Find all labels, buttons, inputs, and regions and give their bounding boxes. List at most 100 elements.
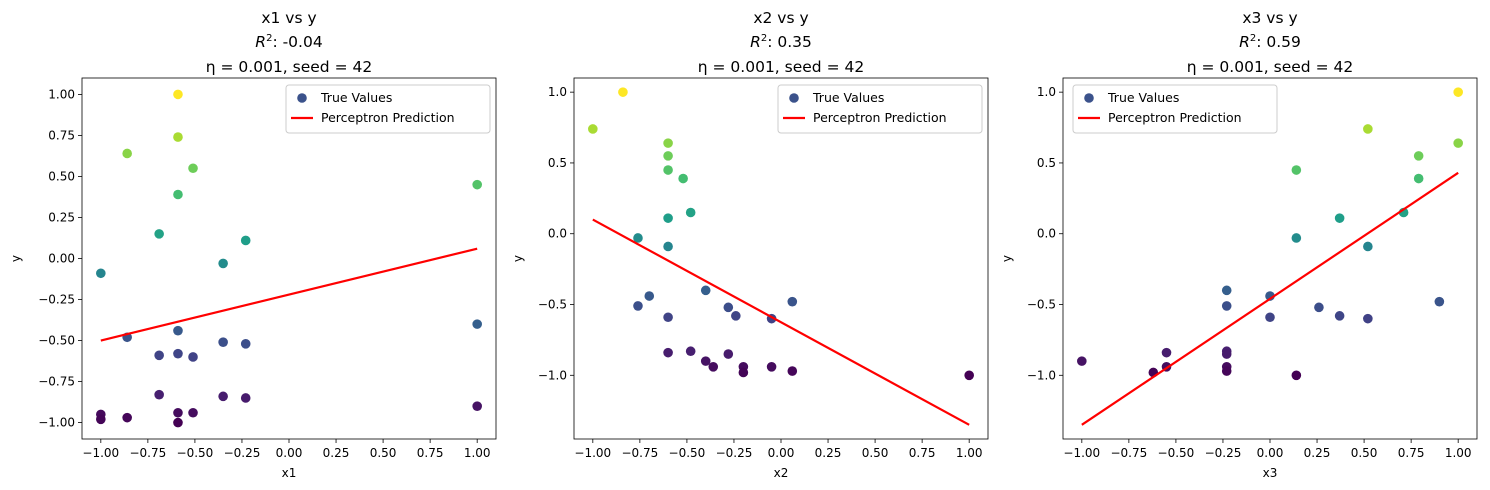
y-tick-label: 0.00 [48, 252, 75, 266]
y-tick-label: −1.0 [1027, 368, 1056, 382]
x-axis-label: x3 [1263, 466, 1278, 480]
legend-marker-true-values [1084, 93, 1094, 103]
legend-label-true-values: True Values [1107, 90, 1179, 105]
y-tick-label: 0.5 [548, 156, 567, 170]
data-point [218, 391, 228, 402]
data-point [218, 337, 228, 347]
data-point [173, 348, 183, 359]
legend-label-true-values: True Values [812, 90, 884, 105]
data-point [173, 189, 183, 200]
y-tick-label: 1.0 [1037, 85, 1056, 99]
legend-label-prediction: Perceptron Prediction [321, 110, 455, 125]
chart-title: x1 vs y [261, 9, 316, 27]
data-point [1363, 124, 1373, 134]
x-tick-label: 0.25 [1304, 446, 1331, 460]
data-point [173, 417, 183, 428]
data-point [1291, 233, 1302, 243]
x-tick-label: −1.00 [82, 446, 119, 460]
data-point [644, 291, 655, 301]
y-tick-label: −0.50 [38, 334, 75, 348]
data-point [663, 347, 673, 358]
data-point [588, 124, 598, 134]
data-point [708, 362, 719, 372]
data-point [154, 350, 164, 361]
r-squared-symbol: R [1239, 33, 1250, 51]
x-tick-label: 1.00 [1445, 446, 1472, 460]
plot-frame [81, 77, 497, 440]
data-point [1363, 313, 1373, 324]
data-point [1221, 301, 1232, 311]
x-tick-label: 0.75 [417, 446, 444, 460]
prediction-line [592, 218, 970, 426]
chart-panel-2: x2 vs y R2: 0.35 η = 0.001, seed = 42 −1.00… [511, 9, 989, 480]
data-point [787, 366, 798, 376]
legend-label-prediction: Perceptron Prediction [1108, 110, 1242, 125]
data-point [685, 207, 696, 218]
data-point [240, 235, 251, 246]
r-squared-exponent: 2 [761, 33, 767, 44]
chart-subtitle: η = 0.001, seed = 42 [698, 58, 864, 76]
y-tick-label: 1.00 [48, 87, 75, 101]
data-point [173, 89, 183, 100]
data-point [1161, 347, 1172, 358]
legend-marker-true-values [297, 93, 307, 103]
r-squared-value: : 0.35 [767, 33, 812, 51]
data-point [240, 339, 251, 349]
x-tick-label: 0.25 [815, 446, 842, 460]
y-axis-label: y [511, 255, 525, 262]
y-tick-label: −0.75 [38, 375, 75, 389]
x-tick-label: −0.50 [1158, 446, 1195, 460]
r-squared-symbol: R [750, 33, 761, 51]
data-point [1334, 213, 1345, 223]
x-tick-label: 0.50 [1351, 446, 1378, 460]
y-tick-label: 0.5 [1037, 156, 1056, 170]
data-point [1221, 349, 1232, 359]
plot-frame [573, 77, 989, 440]
y-axis-label: y [9, 255, 23, 262]
x-tick-label: 0.00 [1257, 446, 1284, 460]
x-tick-label: 0.25 [323, 446, 350, 460]
y-tick-label: 0.50 [48, 169, 75, 183]
data-point [1434, 296, 1445, 307]
y-tick-label: −0.25 [38, 293, 75, 307]
data-point [1363, 241, 1373, 252]
r-squared-label: R2: 0.59 [1239, 33, 1301, 51]
data-point [1221, 285, 1232, 296]
r-squared-value: : 0.59 [1256, 33, 1301, 51]
data-point [1413, 151, 1424, 161]
data-point [633, 233, 643, 243]
y-axis-label: y [1000, 255, 1014, 262]
data-point [96, 414, 106, 425]
data-point [731, 311, 741, 321]
chart-panel-1: x1 vs y R2: -0.04 η = 0.001, seed = 42 −1.0… [9, 9, 497, 480]
data-point [96, 268, 106, 279]
x-tick-label: −0.75 [1110, 446, 1147, 460]
r-squared-exponent: 2 [1250, 33, 1256, 44]
data-point [964, 370, 974, 381]
y-tick-label: −0.5 [1027, 298, 1056, 312]
data-point [472, 401, 482, 411]
data-point [1291, 165, 1302, 175]
x-tick-label: −0.75 [621, 446, 658, 460]
r-squared-exponent: 2 [266, 33, 272, 44]
chart-subtitle: η = 0.001, seed = 42 [206, 58, 372, 76]
x-tick-label: 0.75 [1398, 446, 1425, 460]
chart-title: x2 vs y [753, 9, 808, 27]
data-point [472, 319, 482, 329]
x-tick-label: −0.25 [716, 446, 753, 460]
prediction-line [100, 247, 478, 342]
legend-label-prediction: Perceptron Prediction [813, 110, 947, 125]
x-axis-label: x1 [282, 466, 297, 480]
y-tick-label: 1.0 [548, 85, 567, 99]
data-point [1314, 302, 1324, 313]
data-point [173, 132, 183, 142]
data-point [154, 229, 164, 239]
x-tick-label: −1.00 [574, 446, 611, 460]
r-squared-symbol: R [255, 33, 266, 51]
r-squared-label: R2: 0.35 [750, 33, 812, 51]
data-point [1291, 370, 1302, 381]
data-point [663, 312, 673, 323]
data-point [663, 213, 673, 223]
x-tick-label: 0.50 [370, 446, 397, 460]
r-squared-label: R2: -0.04 [255, 33, 322, 51]
